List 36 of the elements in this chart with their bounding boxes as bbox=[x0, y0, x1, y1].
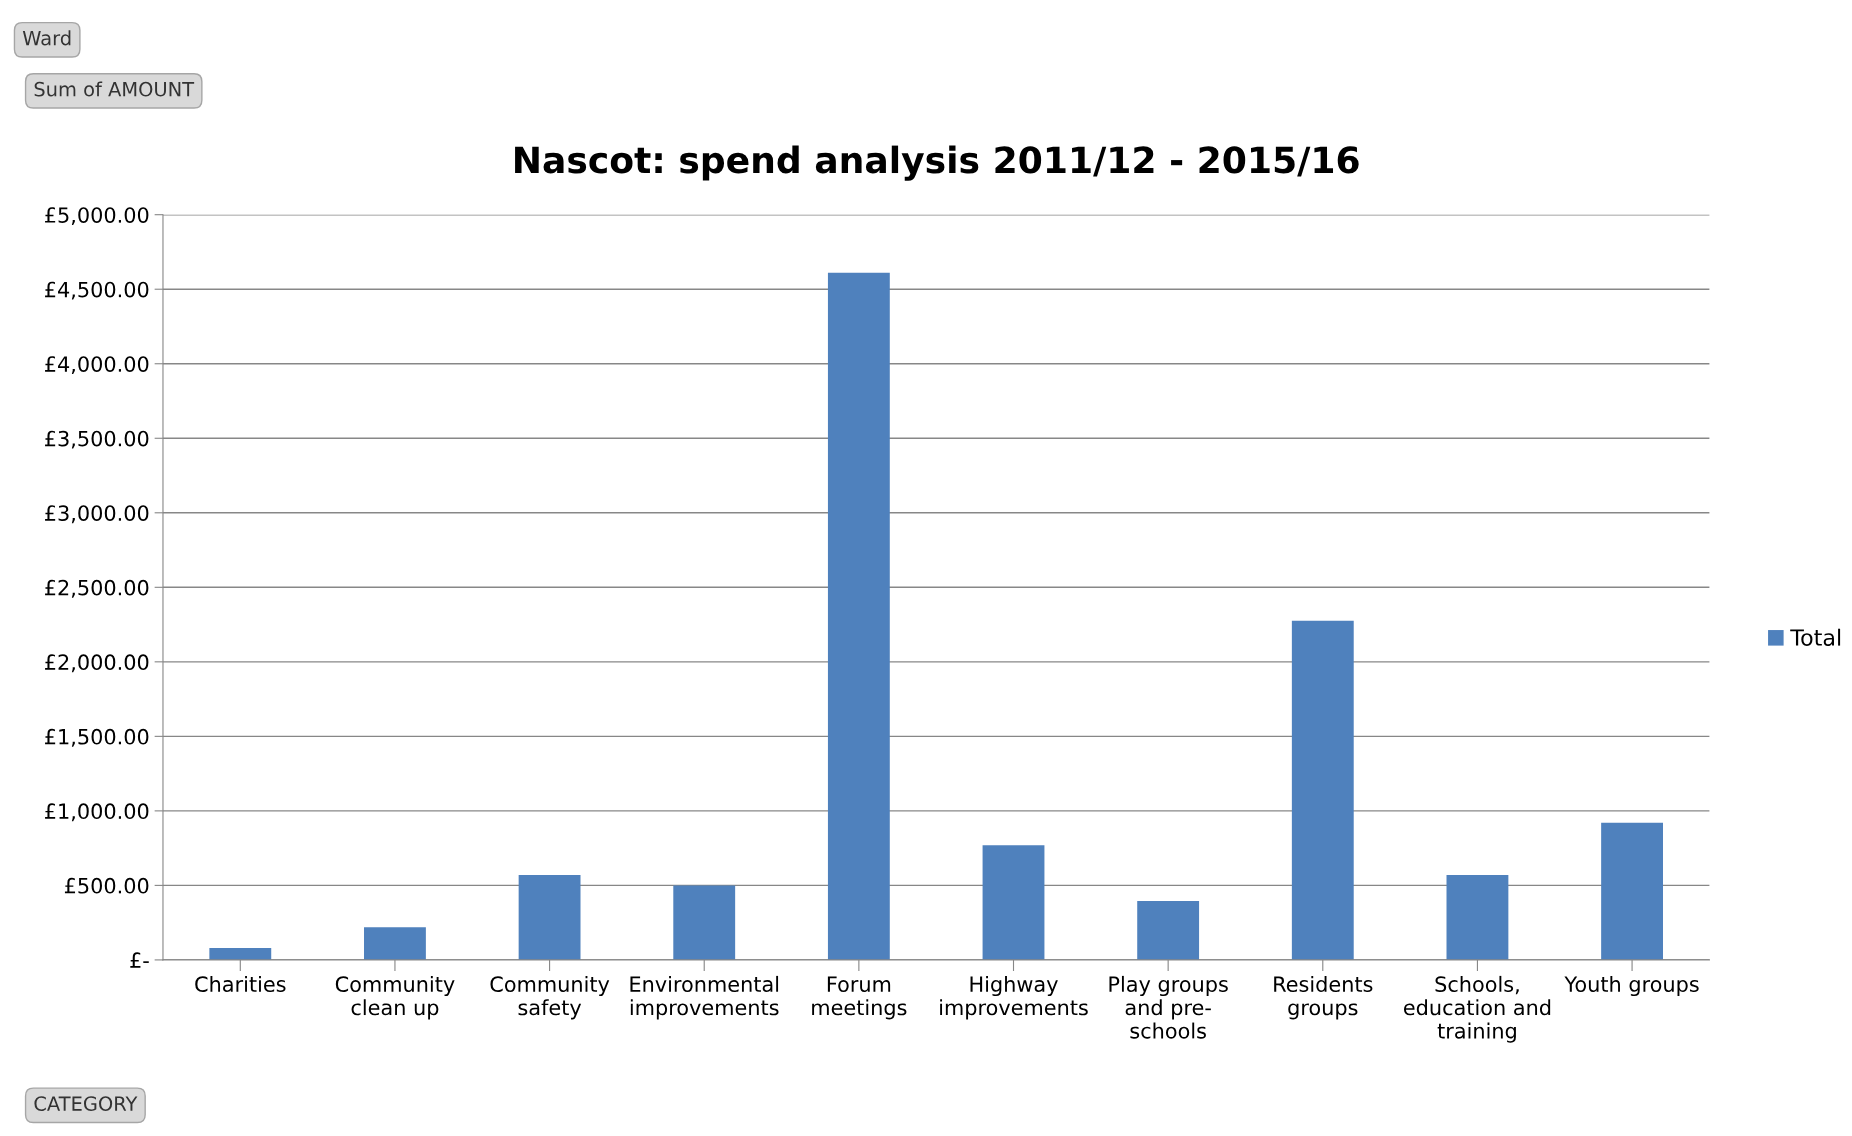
x-tick-label: Residents groups bbox=[1274, 975, 1373, 1020]
x-tick-label: Community safety bbox=[490, 975, 610, 1020]
bar bbox=[1601, 822, 1663, 960]
x-tick-label: Charities bbox=[195, 975, 286, 993]
text: Sum of AMOUNT bbox=[34, 81, 195, 97]
x-tick-label: Youth groups bbox=[1564, 975, 1699, 997]
bar bbox=[827, 272, 890, 960]
y-tick-label: £3,000.00 bbox=[45, 505, 149, 524]
chart-title: Nascot: spend analysis 2011/12 - 2015/16 bbox=[515, 145, 1359, 181]
y-tick-label: £- bbox=[130, 952, 149, 968]
y-tick-label: £2,500.00 bbox=[45, 579, 149, 598]
x-tick-label: Highway improvements bbox=[940, 975, 1088, 1020]
bar bbox=[982, 845, 1045, 960]
bar bbox=[209, 948, 272, 960]
x-tick-label: Environmental improvements bbox=[630, 975, 779, 1020]
bar bbox=[1446, 874, 1509, 960]
y-tick-label: £500.00 bbox=[64, 877, 149, 894]
bar bbox=[364, 927, 426, 960]
bar bbox=[1291, 620, 1354, 960]
x-tick-label: Play groups and pre- schools bbox=[1109, 975, 1228, 1039]
y-tick-label: £5,000.00 bbox=[45, 207, 149, 226]
legend-label: Total bbox=[1790, 628, 1841, 646]
y-tick-label: £1,000.00 bbox=[45, 803, 149, 822]
y-tick-label: £4,000.00 bbox=[45, 356, 149, 375]
y-tick-label: £1,500.00 bbox=[45, 728, 149, 747]
y-tick-label: £4,500.00 bbox=[45, 281, 149, 300]
bar bbox=[1137, 901, 1200, 960]
y-tick-label: £3,500.00 bbox=[45, 430, 149, 449]
x-tick-label: Forum meetings bbox=[812, 976, 907, 1020]
y-tick-label: £2,000.00 bbox=[45, 654, 149, 673]
bar bbox=[673, 885, 736, 960]
bar bbox=[518, 874, 581, 960]
text: CATEGORY bbox=[34, 1096, 138, 1111]
x-tick-label: Schools, education and training bbox=[1403, 975, 1551, 1043]
x-tick-label: Community clean up bbox=[335, 975, 455, 1020]
text: Ward bbox=[22, 30, 71, 46]
